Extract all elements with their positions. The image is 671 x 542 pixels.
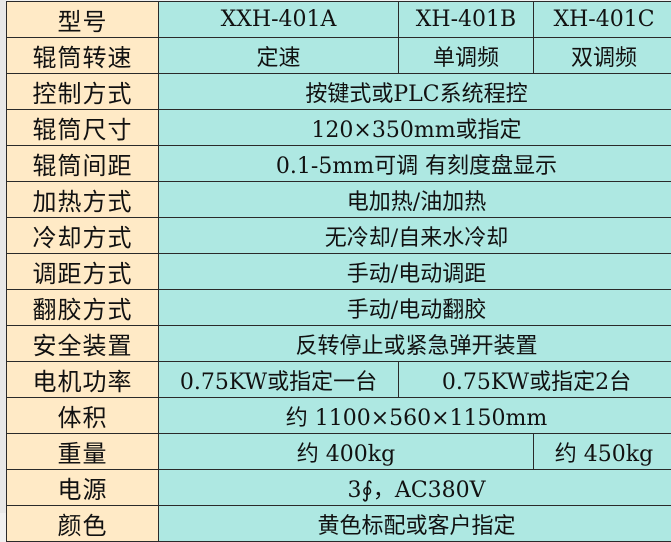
value-cell: 黄色标配或客户指定 [159, 506, 671, 542]
value-cell: 电加热/油加热 [159, 182, 671, 218]
row-label: 辊筒尺寸 [7, 110, 159, 146]
value-cell: 双调频 [534, 38, 671, 74]
value-cell: 约 450kg [534, 434, 671, 470]
table-row: 辊筒转速定速单调频双调频 [7, 38, 671, 74]
row-label: 控制方式 [7, 74, 159, 110]
table-row: 冷却方式无冷却/自来水冷却 [7, 218, 671, 254]
value-cell: 120×350mm或指定 [159, 110, 671, 146]
value-cell: 0.1-5mm可调 有刻度盘显示 [159, 146, 671, 182]
row-label: 电源 [7, 470, 159, 506]
row-label: 电机功率 [7, 362, 159, 398]
row-label: 安全装置 [7, 326, 159, 362]
value-cell: 0.75KW或指定2台 [399, 362, 671, 398]
value-cell: 定速 [159, 38, 399, 74]
value-cell: 反转停止或紧急弹开装置 [159, 326, 671, 362]
value-cell: XH-401B [399, 2, 534, 38]
row-label: 翻胶方式 [7, 290, 159, 326]
value-cell: 手动/电动翻胶 [159, 290, 671, 326]
table-row: 加热方式电加热/油加热 [7, 182, 671, 218]
value-cell: 按键式或PLC系统程控 [159, 74, 671, 110]
table-row: 调距方式手动/电动调距 [7, 254, 671, 290]
value-cell: XH-401C [534, 2, 671, 38]
value-cell: 单调频 [399, 38, 534, 74]
row-label: 颜色 [7, 506, 159, 542]
row-label: 冷却方式 [7, 218, 159, 254]
row-label: 辊筒转速 [7, 38, 159, 74]
table-row: 控制方式按键式或PLC系统程控 [7, 74, 671, 110]
row-label: 重量 [7, 434, 159, 470]
row-label: 加热方式 [7, 182, 159, 218]
row-label: 辊筒间距 [7, 146, 159, 182]
row-label: 调距方式 [7, 254, 159, 290]
value-cell: 约 1100×560×1150mm [159, 398, 671, 434]
table-row: 体积约 1100×560×1150mm [7, 398, 671, 434]
table-row: 安全装置反转停止或紧急弹开装置 [7, 326, 671, 362]
table-row: 翻胶方式手动/电动翻胶 [7, 290, 671, 326]
value-cell: 手动/电动调距 [159, 254, 671, 290]
row-label: 型号 [7, 2, 159, 38]
value-cell: 0.75KW或指定一台 [159, 362, 399, 398]
row-label: 体积 [7, 398, 159, 434]
value-cell: 无冷却/自来水冷却 [159, 218, 671, 254]
table-row: 颜色黄色标配或客户指定 [7, 506, 671, 542]
value-cell: 约 400kg [159, 434, 534, 470]
value-cell: 3∮，AC380V [159, 470, 671, 506]
value-cell: XXH-401A [159, 2, 399, 38]
